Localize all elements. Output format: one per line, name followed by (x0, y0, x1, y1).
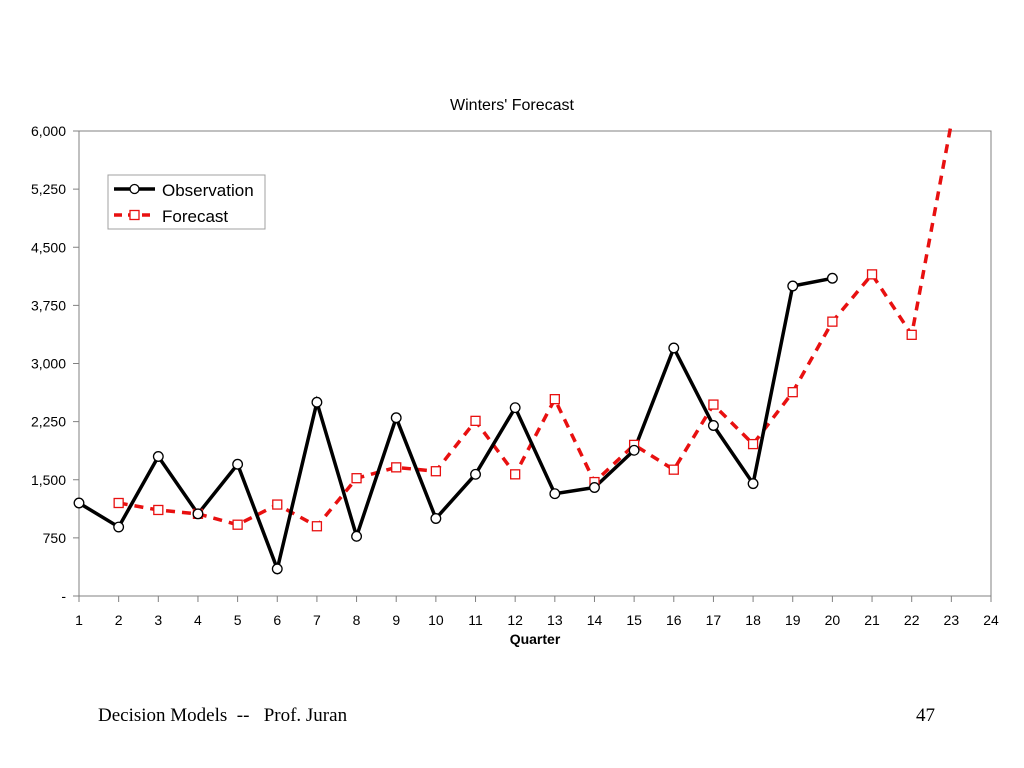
forecast-point (430, 466, 442, 477)
observation-point (113, 521, 125, 533)
observation-point (192, 508, 204, 520)
forecast-point (787, 387, 798, 398)
x-tick-label: 2 (115, 612, 123, 628)
x-tick-label: 18 (745, 612, 761, 628)
y-tick-label: - (61, 588, 66, 604)
y-tick-label: 3,750 (31, 297, 66, 313)
legend-observation-label: Observation (162, 181, 254, 200)
x-tick-label: 21 (864, 612, 880, 628)
observation-point (311, 396, 323, 408)
y-tick-label: 6,000 (31, 123, 66, 139)
forecast-point (906, 329, 917, 340)
legend: Observation Forecast (107, 174, 266, 230)
forecast-point (747, 438, 759, 450)
forecast-point (311, 521, 323, 532)
observation-point (351, 530, 363, 542)
forecast-line (118, 122, 954, 529)
observation-point (707, 420, 719, 431)
x-tick-label: 11 (468, 612, 483, 628)
x-tick-label: 15 (626, 612, 642, 628)
x-tick-label: 14 (587, 612, 603, 628)
x-tick-label: 6 (273, 612, 281, 628)
x-tick-label: 5 (234, 612, 242, 628)
forecast-point (113, 497, 124, 509)
observation-point (628, 444, 640, 456)
observation-point (390, 412, 402, 424)
x-tick-label: 20 (825, 612, 841, 628)
forecast-point (668, 464, 679, 475)
forecast-point (866, 269, 878, 280)
observation-point (232, 458, 244, 470)
y-tick-label: 750 (43, 530, 67, 546)
forecast-point (272, 499, 283, 510)
y-tick-label: 1,500 (31, 472, 66, 488)
chart-title: Winters' Forecast (450, 97, 575, 114)
forecast-point (153, 504, 164, 516)
x-tick-label: 12 (507, 612, 523, 628)
y-tick-label: 4,500 (31, 239, 66, 255)
y-tick-label: 5,250 (31, 181, 66, 197)
x-tick-label: 23 (944, 612, 960, 628)
x-tick-label: 13 (547, 612, 563, 628)
x-tick-label: 9 (392, 612, 400, 628)
x-tick-label: 17 (706, 612, 722, 628)
observation-line (78, 276, 833, 575)
x-tick-label: 24 (983, 612, 999, 628)
forecast-point (549, 393, 560, 405)
observation-point (589, 482, 600, 493)
x-tick-label: 22 (904, 612, 920, 628)
observation-point (787, 280, 799, 292)
x-axis: 1 2 3 4 5 6 7 8 9 10 11 12 13 14 15 16 17 18 19 20 21 22 23 24 (75, 596, 999, 628)
x-tick-label: 8 (353, 612, 361, 628)
footer-page-number: 47 (916, 705, 935, 726)
observation-point (668, 342, 680, 354)
x-tick-label: 1 (75, 612, 83, 628)
winters-forecast-chart: Winters' Forecast - 750 1,500 2,250 3,000 3,7… (31, 97, 999, 647)
x-tick-label: 10 (428, 612, 444, 628)
x-tick-label: 7 (313, 612, 321, 628)
forecast-point (827, 316, 838, 327)
x-tick-label: 19 (785, 612, 801, 628)
x-tick-label: 3 (154, 612, 162, 628)
observation-point (271, 563, 283, 575)
observation-point (152, 451, 164, 462)
forecast-point (351, 473, 362, 484)
y-tick-label: 2,250 (31, 414, 66, 430)
legend-observation-marker (129, 183, 140, 195)
legend-forecast-marker (129, 209, 140, 221)
x-tick-label: 4 (194, 612, 202, 628)
observation-point (509, 402, 521, 414)
observation-point (826, 272, 838, 284)
forecast-point (708, 399, 719, 410)
x-tick-label: 16 (666, 612, 682, 628)
y-axis: - 750 1,500 2,250 3,000 3,750 4,500 5,250 6,000 (31, 123, 79, 604)
forecast-point (510, 469, 521, 480)
y-tick-label: 3,000 (31, 356, 66, 372)
footer-course-label: Decision Models -- Prof. Juran (98, 705, 348, 726)
observation-point (73, 497, 85, 509)
observation-point (549, 488, 561, 500)
x-axis-label: Quarter (510, 631, 561, 647)
forecast-point (470, 415, 481, 427)
forecast-point (391, 462, 402, 473)
observation-point (747, 478, 759, 490)
series-layer (73, 122, 954, 575)
forecast-point (232, 519, 243, 530)
observation-point (470, 468, 481, 480)
legend-forecast-label: Forecast (162, 207, 228, 226)
observation-point (430, 513, 442, 524)
